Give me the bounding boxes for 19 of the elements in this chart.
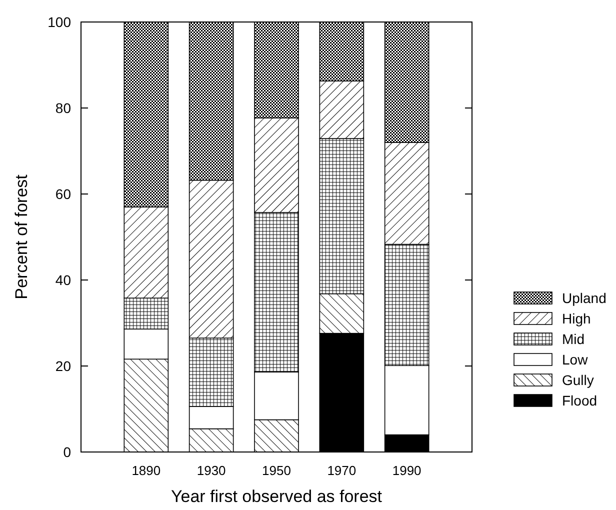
legend-label: Flood [562, 392, 598, 408]
y-tick-label: 40 [55, 272, 72, 288]
x-tick-label: 1890 [132, 463, 161, 478]
legend-label: Upland [562, 290, 606, 306]
x-tick-label: 1950 [262, 463, 291, 478]
x-axis-title: Year first observed as forest [170, 487, 382, 506]
y-tick-label: 0 [63, 444, 72, 460]
x-tick-label: 1970 [327, 463, 356, 478]
y-tick-label: 80 [55, 100, 72, 116]
legend-label: Low [562, 351, 589, 368]
x-tick-label: 1930 [196, 463, 226, 478]
y-axis-title: Percent of forest [12, 174, 31, 300]
legend-label: Mid [562, 330, 585, 347]
legend-label: Gully [562, 372, 594, 388]
y-tick-label: 60 [55, 186, 72, 202]
y-tick-label: 20 [55, 358, 72, 374]
x-tick-label: 1990 [392, 463, 422, 478]
y-tick-label: 100 [48, 14, 72, 30]
legend-label: High [562, 310, 591, 326]
